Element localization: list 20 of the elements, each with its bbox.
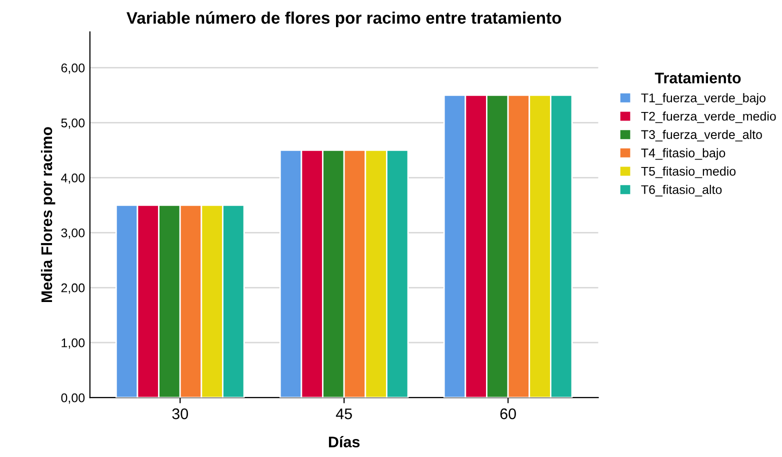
y-axis-title: Media Flores por racimo bbox=[40, 127, 56, 302]
x-tick-label: 45 bbox=[336, 408, 352, 420]
y-tick-label: 5,00 bbox=[61, 118, 85, 129]
y-tick-label: 3,00 bbox=[61, 228, 85, 239]
chart-title: Variable número de flores por racimo entre tratamiento bbox=[126, 11, 562, 28]
x-tick-label: 60 bbox=[500, 408, 516, 420]
legend-label: T1_fuerza_verde_bajo bbox=[641, 93, 766, 105]
legend-label: T6_fitasio_alto bbox=[641, 184, 722, 196]
legend-label: T2_fuerza_verde_medio bbox=[641, 111, 776, 124]
y-tick-label: 6,00 bbox=[61, 64, 85, 74]
y-tick-label: 2,00 bbox=[61, 283, 85, 294]
legend-title: Tratamiento bbox=[654, 72, 741, 84]
legend-label: T5_fitasio_medio bbox=[641, 166, 736, 178]
y-tick-label: 0,00 bbox=[61, 393, 85, 404]
x-axis-title: Días bbox=[328, 436, 360, 448]
y-tick-label: 4,00 bbox=[61, 173, 85, 184]
y-tick-label: 1,00 bbox=[62, 338, 85, 349]
legend-label: T4_fitasio_bajo bbox=[641, 148, 726, 160]
legend-label: T3_fuerza_verde_alto bbox=[641, 130, 762, 142]
x-tick-label: 30 bbox=[172, 408, 188, 420]
